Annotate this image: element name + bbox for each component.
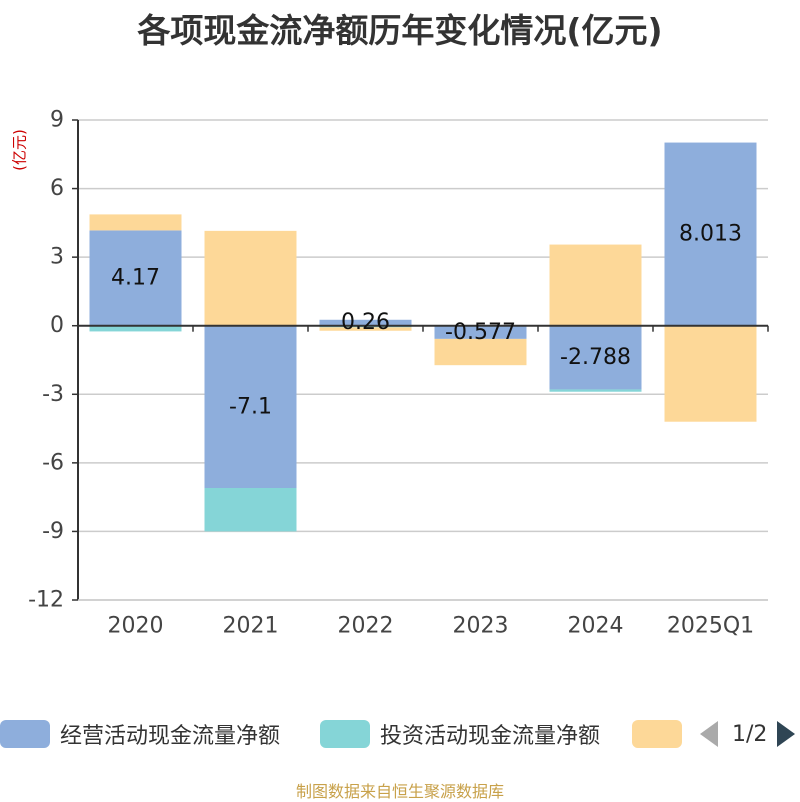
y-tick-label: 9 [50,108,64,133]
bar-s0-2024 [549,325,642,390]
legend-label-operating: 经营活动现金流量净额 [60,724,281,749]
data-source-note: 制图数据来自恒生聚源数据库 [295,782,504,801]
x-tick-label-2020: 2020 [108,614,164,639]
bar-s0-2022 [319,319,412,326]
data-label-2020: 4.17 [111,266,160,291]
legend-swatch-third [632,720,682,748]
legend-item-operating[interactable]: 经营活动现金流量净额 [0,716,280,752]
bar-s0-2020 [89,230,182,326]
legend-item-investing[interactable]: 投资活动现金流量净额 [320,716,600,752]
y-tick-label: 0 [50,313,64,338]
bar-s1-2024 [549,389,642,392]
y-tick-label: -12 [28,588,64,613]
bar-chart: 9 6 3 0 -3 -6 -9 -12 2020 2021 2022 2023 2024 2025Q1 4… [28,108,769,639]
prev-page-icon[interactable] [700,721,718,747]
data-label-2025Q1: 8.013 [679,222,742,247]
bar-s2-2024 [549,244,642,326]
page-indicator: 1/2 [732,721,768,747]
data-label-2024: -2.788 [560,345,631,370]
bar-s2-2022 [319,327,412,331]
y-tick-label: -3 [42,382,64,407]
legend-item-third[interactable] [632,716,682,752]
data-label-2021: -7.1 [229,394,272,419]
next-page-icon[interactable] [777,721,796,747]
legend-pager: 1/2 [700,716,800,752]
x-tick-label-2024: 2024 [568,614,624,639]
y-tick-label: 3 [50,245,64,270]
legend-swatch-operating [0,720,50,748]
bar-s2-2025Q1 [664,325,757,422]
bar-s1-2021 [204,488,297,532]
y-tick-label: 6 [50,176,64,201]
x-tick-label-2025Q1: 2025Q1 [667,614,754,639]
legend: 经营活动现金流量净额 投资活动现金流量净额 [0,716,800,752]
bar-s2-2023 [434,338,527,366]
data-label-2023: -0.577 [445,320,516,345]
chart-title: 各项现金流净额历年变化情况(亿元) [137,11,663,50]
bar-s0-2025Q1 [664,142,757,326]
x-tick-label-2023: 2023 [453,614,509,639]
bar-s0-2021 [204,325,297,488]
legend-label-investing: 投资活动现金流量净额 [380,724,601,749]
bar-s1-2020 [89,325,182,332]
bar-s2-2021 [204,230,297,326]
y-tick-label: -9 [42,519,64,544]
bar-s0-2023 [434,325,527,339]
x-tick-label-2021: 2021 [223,614,279,639]
legend-swatch-investing [320,720,370,748]
bar-s2-2020 [89,214,182,231]
y-tick-label: -6 [42,450,64,475]
data-label-2022: 0.26 [341,310,390,335]
x-tick-label-2022: 2022 [338,614,394,639]
